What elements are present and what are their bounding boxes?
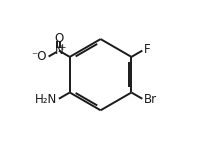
Text: Br: Br — [144, 93, 157, 106]
Text: N: N — [55, 44, 63, 57]
Text: +: + — [58, 43, 66, 52]
Text: O: O — [54, 32, 63, 45]
Text: F: F — [144, 43, 151, 56]
Text: ⁻O: ⁻O — [32, 50, 47, 63]
Text: H₂N: H₂N — [35, 93, 58, 106]
